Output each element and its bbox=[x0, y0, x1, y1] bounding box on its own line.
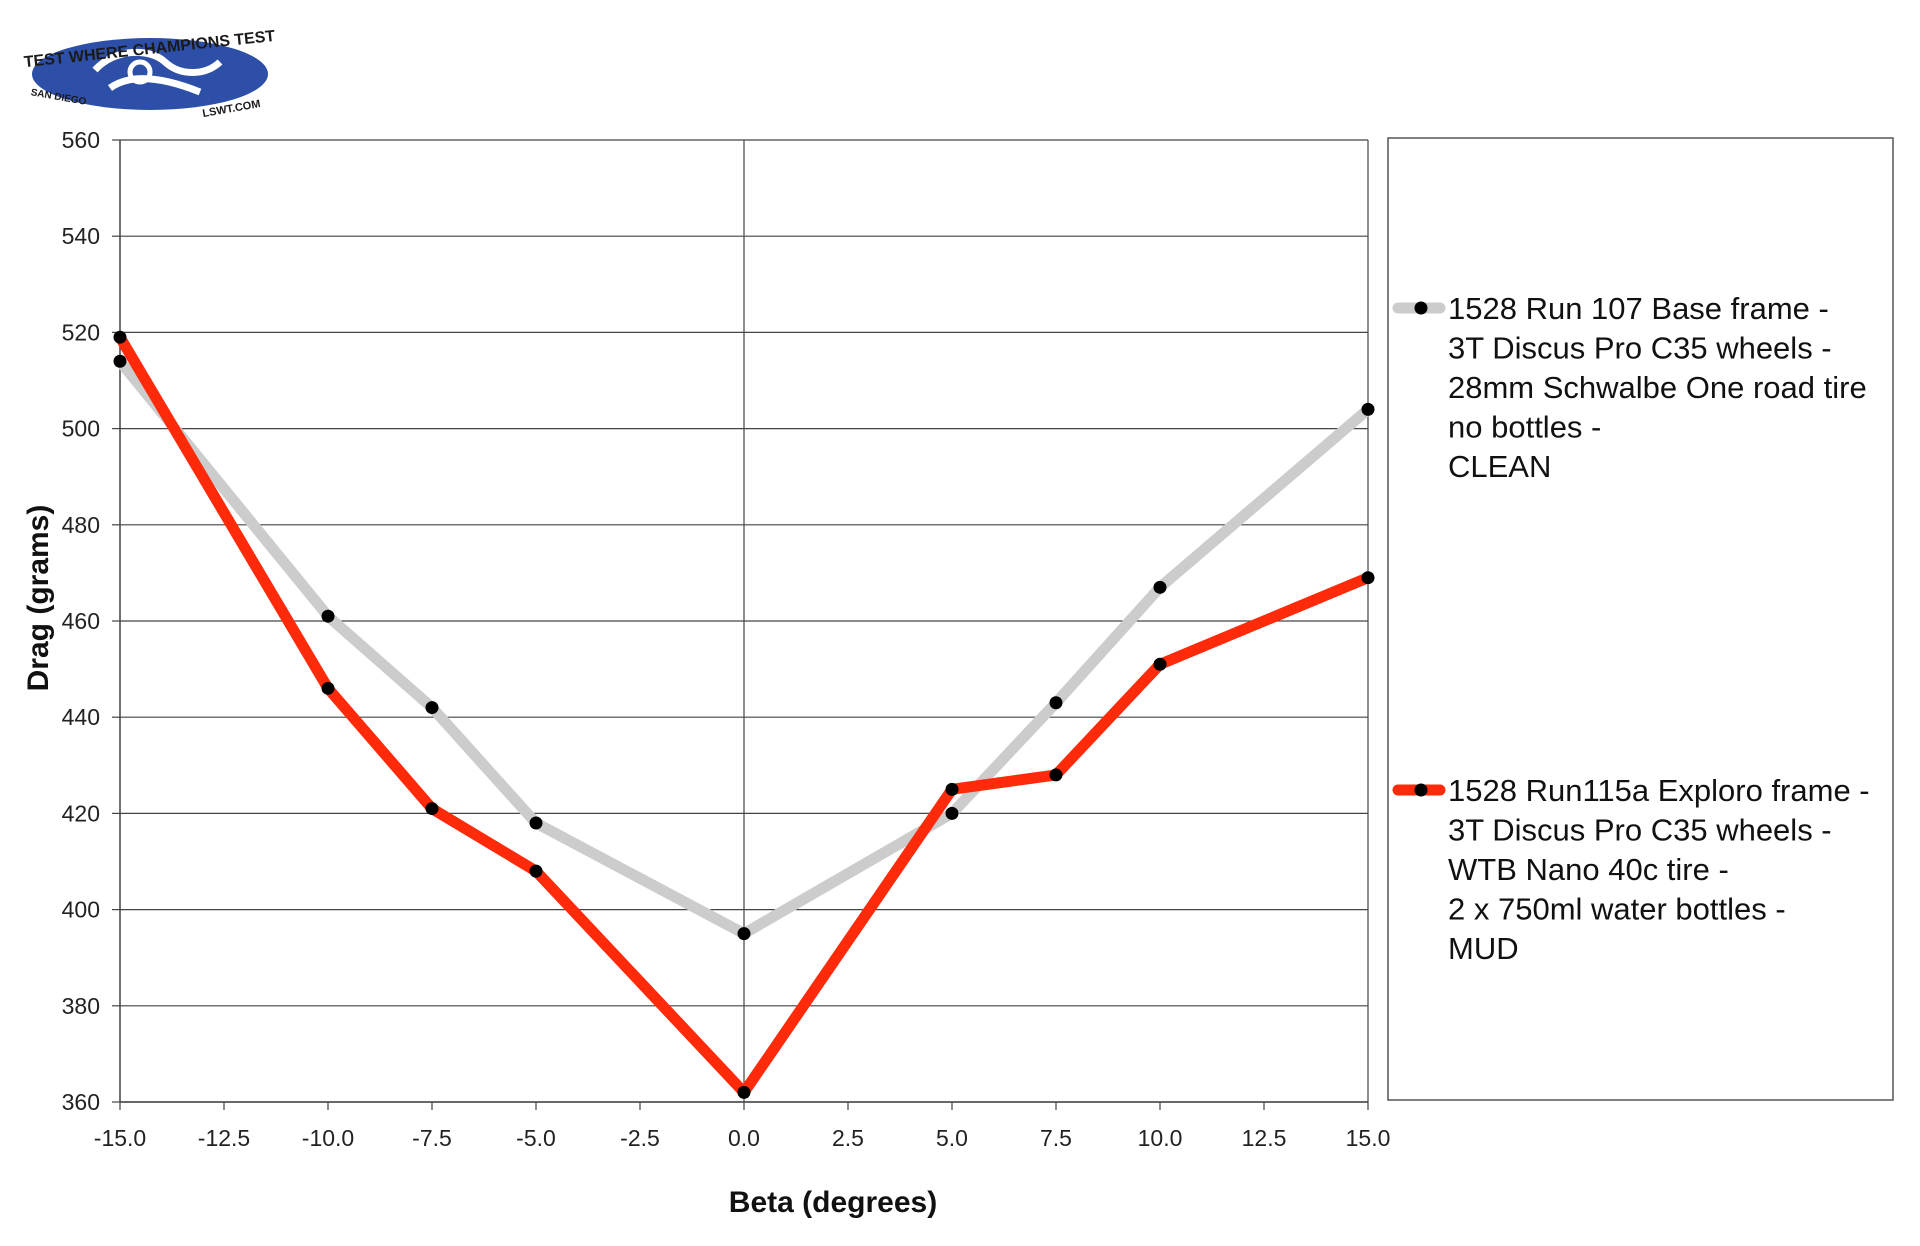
x-tick-label: 12.5 bbox=[1242, 1125, 1287, 1151]
x-tick-label: 7.5 bbox=[1040, 1125, 1072, 1151]
series-1-point bbox=[113, 354, 127, 368]
x-tick-label: 5.0 bbox=[936, 1125, 968, 1151]
series-2-point bbox=[529, 864, 543, 878]
series-2-point bbox=[1049, 768, 1063, 782]
y-tick-label: 400 bbox=[62, 897, 100, 923]
y-tick-label: 560 bbox=[62, 127, 100, 153]
x-tick-label: -2.5 bbox=[620, 1125, 660, 1151]
series-1-point bbox=[321, 609, 335, 623]
x-tick-label: 15.0 bbox=[1346, 1125, 1391, 1151]
legend-label-line: MUD bbox=[1448, 931, 1519, 966]
legend-label-line: 1528 Run115a Exploro frame - bbox=[1448, 773, 1870, 808]
legend-label-line: 1528 Run 107 Base frame - bbox=[1448, 291, 1829, 326]
series-2-point bbox=[1361, 571, 1375, 585]
y-tick-labels: 560 540 520 500 480 460 440 420 400 380 360 bbox=[62, 127, 100, 1115]
y-tick-label: 440 bbox=[62, 704, 100, 730]
legend-label-line: CLEAN bbox=[1448, 449, 1551, 484]
legend-label-line: 3T Discus Pro C35 wheels - bbox=[1448, 813, 1832, 848]
x-tick-label: 0.0 bbox=[728, 1125, 760, 1151]
series-lines bbox=[113, 330, 1375, 1099]
series-2-point bbox=[945, 782, 959, 796]
legend: 1528 Run 107 Base frame - 3T Discus Pro C… bbox=[1392, 291, 1870, 966]
series-1-point bbox=[1049, 696, 1063, 710]
series-2-point bbox=[321, 681, 335, 695]
series-1-point bbox=[1361, 402, 1375, 416]
legend-label-line: no bottles - bbox=[1448, 410, 1601, 445]
series-1-point bbox=[529, 816, 543, 830]
legend-marker-1 bbox=[1414, 301, 1428, 315]
legend-label-line: WTB Nano 40c tire - bbox=[1448, 852, 1729, 887]
legend-label-line: 28mm Schwalbe One road tire bbox=[1448, 370, 1867, 405]
lswt-logo: TEST WHERE CHAMPIONS TEST SAN DIEGO LSWT… bbox=[23, 28, 276, 120]
x-tick-label: 2.5 bbox=[832, 1125, 864, 1151]
y-tick-label: 480 bbox=[62, 512, 100, 538]
series-2-point bbox=[1153, 657, 1167, 671]
x-tick-labels: -15.0 -12.5 -10.0 -7.5 -5.0 -2.5 0.0 2.5 5.0 7.5 1… bbox=[94, 1125, 1391, 1151]
logo-wheel bbox=[127, 59, 153, 85]
y-tick-label: 460 bbox=[62, 608, 100, 634]
x-tick-label: -5.0 bbox=[516, 1125, 556, 1151]
legend-label-line: 3T Discus Pro C35 wheels - bbox=[1448, 331, 1832, 366]
series-1-point bbox=[737, 927, 751, 941]
y-tick-label: 380 bbox=[62, 993, 100, 1019]
y-tick-label: 360 bbox=[62, 1089, 100, 1115]
series-1-point bbox=[1153, 580, 1167, 594]
legend-label-line: 2 x 750ml water bottles - bbox=[1448, 892, 1786, 927]
legend-marker-2 bbox=[1414, 783, 1428, 797]
logo-swoosh bbox=[92, 48, 223, 96]
x-tick-label: -12.5 bbox=[198, 1125, 250, 1151]
legend-box bbox=[1387, 137, 1894, 1101]
series-2-point bbox=[113, 330, 127, 344]
series-1-point bbox=[425, 701, 439, 715]
y-tick-label: 500 bbox=[62, 416, 100, 442]
x-tick-label: -15.0 bbox=[94, 1125, 146, 1151]
x-tick-label: 10.0 bbox=[1138, 1125, 1183, 1151]
y-axis-title: Drag (grams) bbox=[22, 505, 55, 692]
y-tick-label: 540 bbox=[62, 223, 100, 249]
series-2-point bbox=[425, 802, 439, 816]
y-tick-label: 520 bbox=[62, 319, 100, 345]
y-tick-label: 420 bbox=[62, 800, 100, 826]
x-axis-title: Beta (degrees) bbox=[729, 1186, 937, 1219]
series-1-point bbox=[945, 806, 959, 820]
x-tick-label: -10.0 bbox=[302, 1125, 354, 1151]
x-tick-label: -7.5 bbox=[412, 1125, 452, 1151]
series-2-point bbox=[737, 1085, 751, 1099]
axes bbox=[112, 139, 1369, 1110]
